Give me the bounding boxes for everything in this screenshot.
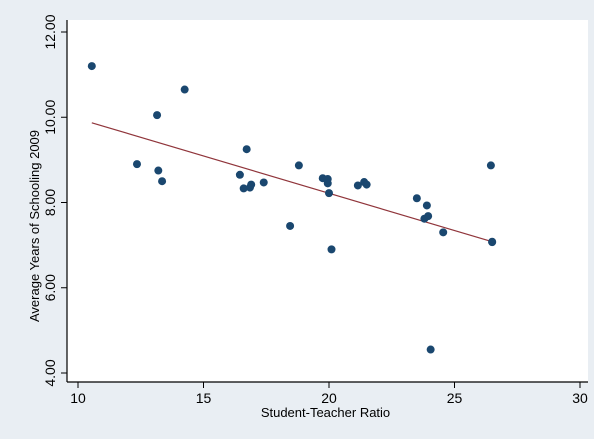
data-point <box>242 145 251 154</box>
data-point <box>239 184 248 193</box>
data-point <box>294 161 303 170</box>
x-tick-label: 20 <box>321 390 337 406</box>
data-points <box>87 62 497 354</box>
x-axis-title: Student-Teacher Ratio <box>261 405 390 420</box>
data-point <box>325 189 333 198</box>
data-point <box>286 221 295 230</box>
data-point <box>323 175 332 184</box>
data-point <box>486 161 495 170</box>
data-point <box>259 178 268 187</box>
data-point <box>439 228 448 237</box>
data-point <box>180 85 189 94</box>
x-tick-label: 30 <box>572 390 588 406</box>
data-point <box>426 345 435 354</box>
x-tick-label: 10 <box>70 390 86 406</box>
data-point <box>353 181 362 190</box>
data-point <box>154 166 163 175</box>
x-axis-ticks: 10 15 20 25 30 <box>70 382 588 406</box>
y-tick-label: 4.00 <box>42 359 58 386</box>
data-point <box>153 111 162 120</box>
data-point <box>158 177 167 186</box>
x-tick-label: 25 <box>447 390 463 406</box>
y-tick-label: 8.00 <box>42 189 58 216</box>
data-point <box>87 62 96 71</box>
plot-area <box>67 20 588 382</box>
data-point <box>132 160 141 169</box>
y-axis-ticks: 4.00 6.00 8.00 10.00 12.00 <box>42 14 67 387</box>
data-point <box>247 180 256 189</box>
data-point <box>362 180 371 189</box>
data-point <box>327 245 336 254</box>
x-tick-label: 15 <box>196 390 212 406</box>
y-axis-title: Average Years of Schooling 2009 <box>27 130 42 322</box>
data-point <box>422 201 431 210</box>
data-point <box>488 238 497 247</box>
y-tick-label: 6.00 <box>42 274 58 301</box>
data-point <box>424 212 433 221</box>
y-tick-label: 12.00 <box>42 14 58 49</box>
data-point <box>412 194 421 203</box>
y-tick-label: 10.00 <box>42 100 58 135</box>
data-point <box>235 170 244 179</box>
